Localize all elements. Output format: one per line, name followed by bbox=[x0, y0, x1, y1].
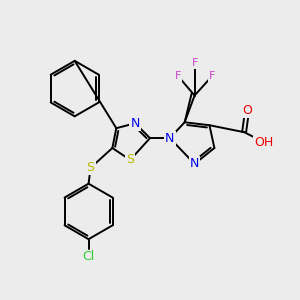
Text: N: N bbox=[165, 132, 175, 145]
Text: OH: OH bbox=[254, 136, 274, 148]
Text: Cl: Cl bbox=[82, 250, 95, 263]
Text: N: N bbox=[130, 117, 140, 130]
Text: S: S bbox=[87, 161, 94, 174]
Text: F: F bbox=[191, 58, 198, 68]
Text: N: N bbox=[190, 158, 199, 170]
Text: F: F bbox=[175, 71, 181, 81]
Text: S: S bbox=[126, 153, 134, 167]
Text: F: F bbox=[209, 71, 216, 81]
Text: O: O bbox=[242, 104, 252, 117]
